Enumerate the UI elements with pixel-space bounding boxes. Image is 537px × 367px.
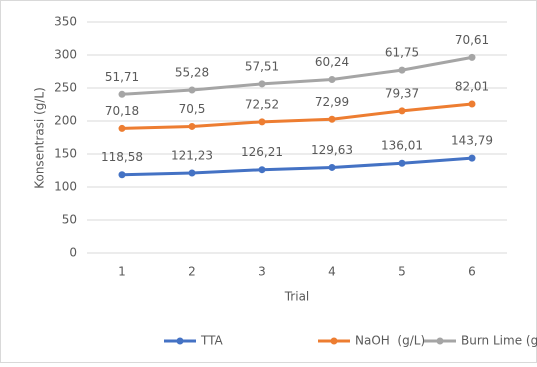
- data-point: [328, 163, 336, 171]
- series-line: [121, 102, 473, 130]
- data-point: [118, 171, 126, 179]
- y-tick-label: 250: [54, 81, 77, 95]
- data-point: [328, 115, 336, 123]
- x-tick-label: 3: [258, 265, 266, 279]
- data-point: [398, 107, 406, 115]
- x-tick-label: 1: [118, 265, 126, 279]
- x-axis-title: Trial: [284, 290, 310, 304]
- data-point: [258, 118, 266, 126]
- data-label: 72,52: [245, 97, 279, 111]
- data-label: 55,28: [175, 65, 209, 79]
- legend-label: TTA: [200, 334, 224, 348]
- data-label: 57,51: [245, 59, 279, 73]
- y-tick-label: 300: [54, 48, 77, 62]
- data-label: 70,61: [455, 33, 489, 47]
- data-point: [258, 80, 266, 88]
- data-label: 121,23: [171, 148, 213, 162]
- data-label: 118,58: [101, 150, 143, 164]
- data-label: 60,24: [315, 55, 349, 69]
- data-label: 82,01: [455, 79, 489, 93]
- data-point: [118, 124, 126, 132]
- data-label: 126,21: [241, 145, 283, 159]
- x-tick-label: 6: [468, 265, 476, 279]
- data-label: 70,5: [179, 102, 206, 116]
- legend-label: NaOH (g/L): [355, 334, 425, 348]
- y-tick-label: 200: [54, 114, 77, 128]
- data-point: [328, 76, 336, 84]
- data-point: [398, 159, 406, 167]
- legend-label: Burn Lime (g): [461, 334, 537, 348]
- legend-marker: [176, 337, 184, 345]
- data-point: [188, 122, 196, 130]
- data-label: 61,75: [385, 46, 419, 60]
- data-label: 136,01: [381, 139, 423, 153]
- data-label: 79,37: [385, 86, 419, 100]
- series-line: [121, 156, 473, 177]
- legend-marker: [436, 337, 444, 345]
- data-label: 143,79: [451, 134, 493, 148]
- y-tick-label: 350: [54, 15, 77, 29]
- data-point: [258, 166, 266, 174]
- data-label: 129,63: [311, 143, 353, 157]
- data-label: 51,71: [105, 70, 139, 84]
- data-label: 72,99: [315, 95, 349, 109]
- data-point: [118, 90, 126, 98]
- x-tick-label: 4: [328, 265, 336, 279]
- x-tick-label: 5: [398, 265, 406, 279]
- y-tick-label: 150: [54, 147, 77, 161]
- y-tick-label: 50: [62, 213, 77, 227]
- y-tick-label: 100: [54, 180, 77, 194]
- data-point: [468, 100, 476, 108]
- data-point: [468, 154, 476, 162]
- x-tick-label: 2: [188, 265, 196, 279]
- y-axis-title: Konsentrasi (g/L): [33, 87, 47, 189]
- data-label: 70,18: [105, 104, 139, 118]
- legend-marker: [330, 337, 338, 345]
- series-line: [121, 55, 473, 96]
- y-tick-label: 0: [69, 246, 77, 260]
- data-point: [188, 86, 196, 94]
- data-point: [398, 66, 406, 74]
- data-point: [468, 53, 476, 61]
- data-point: [188, 169, 196, 177]
